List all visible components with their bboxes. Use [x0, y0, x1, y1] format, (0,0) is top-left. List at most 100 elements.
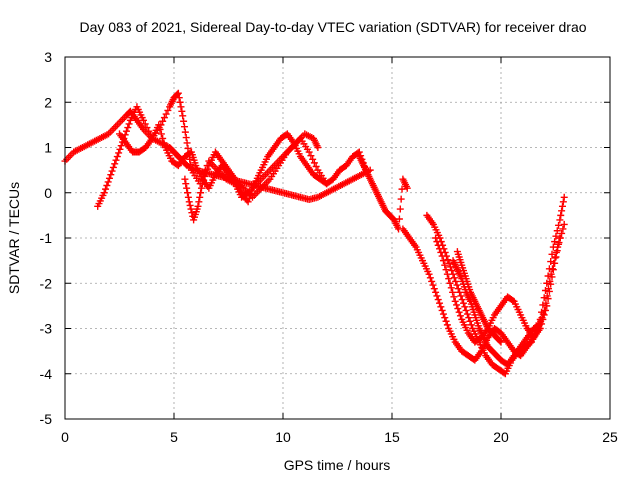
data-point — [145, 127, 153, 135]
data-point — [202, 169, 210, 177]
data-point — [247, 191, 255, 199]
data-point — [548, 250, 556, 258]
data-point — [426, 274, 434, 282]
chart-title: Day 083 of 2021, Sidereal Day-to-day VTE… — [79, 19, 586, 35]
data-point — [447, 284, 455, 292]
data-point — [552, 253, 560, 261]
data-point — [155, 121, 163, 129]
data-point — [185, 198, 193, 206]
data-point — [180, 123, 188, 131]
data-point — [403, 184, 411, 192]
data-point — [397, 195, 405, 203]
data-point — [555, 221, 563, 229]
data-point — [526, 339, 534, 347]
data-point — [184, 189, 192, 197]
data-point — [159, 117, 167, 125]
data-point — [429, 281, 437, 289]
y-tick-label: -5 — [40, 411, 53, 427]
axis-ticks — [64, 56, 611, 420]
data-point — [449, 288, 457, 296]
data-point — [541, 306, 549, 314]
data-point — [174, 89, 182, 97]
data-point — [160, 114, 168, 122]
x-tick-label: 0 — [61, 429, 69, 445]
data-point — [157, 130, 165, 138]
data-point — [197, 184, 205, 192]
y-tick-label: -2 — [40, 275, 53, 291]
data-point — [182, 180, 190, 188]
data-point — [195, 198, 203, 206]
data-point — [455, 308, 463, 316]
y-tick-labels: -5 -4 -3 -2 -1 0 1 2 3 — [40, 49, 53, 427]
data-point — [437, 303, 445, 311]
data-point — [194, 202, 202, 210]
grid — [65, 57, 610, 419]
data-point — [111, 160, 119, 168]
data-point — [184, 144, 192, 152]
data-point — [139, 116, 147, 124]
data-point — [551, 238, 559, 246]
data-point — [466, 317, 474, 325]
data-point — [175, 94, 183, 102]
data-point — [307, 152, 315, 160]
data-point — [124, 124, 132, 132]
data-point — [116, 145, 124, 153]
x-tick-label: 25 — [602, 429, 618, 445]
data-point — [544, 295, 552, 303]
y-tick-label: 2 — [44, 94, 52, 110]
data-point — [314, 144, 322, 151]
data-point — [535, 321, 543, 329]
data-point — [442, 266, 450, 274]
data-point — [454, 285, 462, 293]
data-point — [182, 134, 190, 142]
data-point — [439, 310, 447, 318]
data-point — [100, 189, 108, 197]
data-point — [539, 315, 547, 323]
data-point — [107, 171, 115, 179]
data-point — [104, 178, 112, 186]
data-point — [557, 211, 565, 219]
data-point — [543, 302, 551, 310]
data-point — [162, 110, 170, 118]
data-point — [105, 174, 113, 182]
series-track-i — [449, 257, 544, 369]
data-point — [437, 248, 445, 256]
data-point — [443, 321, 451, 329]
data-point — [441, 314, 449, 322]
data-point — [433, 292, 441, 300]
data-point — [432, 288, 440, 296]
data-point — [184, 193, 192, 201]
data-point — [457, 292, 465, 300]
data-point — [187, 205, 195, 213]
series-track-c — [116, 121, 331, 201]
data-point — [395, 215, 403, 223]
data-point — [536, 320, 544, 328]
data-point — [446, 263, 454, 271]
x-tick-label: 15 — [384, 429, 400, 445]
data-point — [439, 257, 447, 265]
data-point — [433, 238, 441, 246]
data-point — [497, 338, 505, 346]
data-point — [117, 142, 125, 150]
data-point — [446, 279, 454, 287]
data-point — [176, 98, 184, 106]
data-point — [451, 297, 459, 305]
x-tick-labels: 0 5 10 15 20 25 — [61, 429, 618, 445]
data-point — [125, 120, 133, 128]
data-point — [200, 176, 208, 184]
data-point — [559, 225, 567, 233]
data-point — [143, 124, 151, 132]
data-point — [558, 207, 566, 215]
y-tick-label: -3 — [40, 321, 53, 337]
data-point — [436, 245, 444, 253]
data-point — [558, 229, 566, 237]
data-point — [559, 198, 567, 206]
data-point — [183, 184, 191, 192]
data-point — [428, 277, 436, 285]
data-point — [196, 193, 204, 201]
data-point — [548, 273, 556, 281]
data-point — [198, 180, 206, 188]
data-point — [552, 232, 560, 240]
data-point — [456, 288, 464, 296]
x-tick-label: 10 — [275, 429, 291, 445]
